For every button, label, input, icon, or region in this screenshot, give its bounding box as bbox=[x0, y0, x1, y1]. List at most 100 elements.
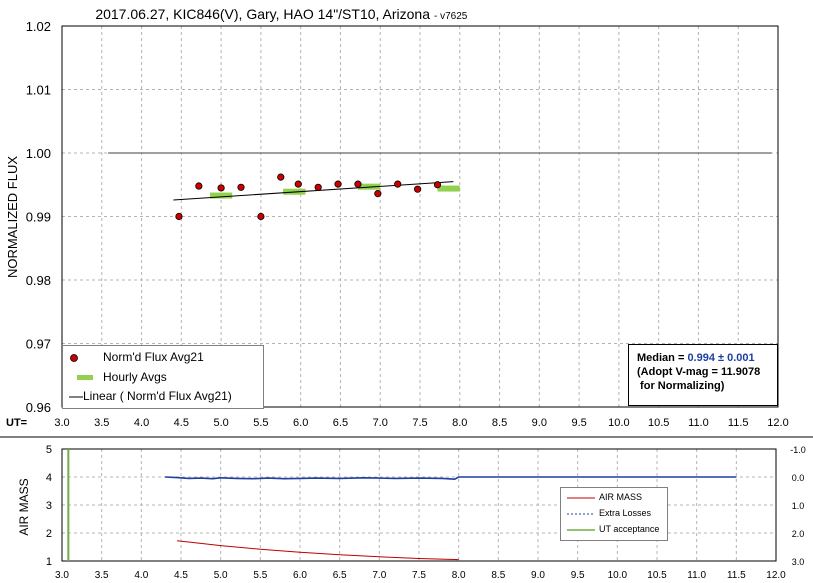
linear-trend-line bbox=[173, 181, 454, 201]
x-tick-label: 5.5 bbox=[253, 417, 268, 429]
y-tick-label: 0.96 bbox=[26, 400, 51, 415]
bottom-x-tick-label: 6.0 bbox=[293, 570, 307, 581]
legend-swatch-airmass bbox=[567, 497, 595, 499]
median-value: 0.994 ± 0.001 bbox=[687, 352, 755, 364]
bottom-y-axis-label: AIR MASS bbox=[17, 478, 31, 535]
legend-label-linear: Linear ( Norm'd Flux Avg21) bbox=[83, 389, 232, 403]
x-tick-label: 3.0 bbox=[54, 417, 69, 429]
x-tick-label: 4.5 bbox=[174, 417, 189, 429]
top-y-axis-label: NORMALIZED FLUX bbox=[5, 156, 20, 278]
bottom-x-tick-label: 5.5 bbox=[253, 570, 267, 581]
top-axis-ticks: 3.0 3.5 4.0 4.5 5.0 5.5 6.0 6.5 7.0 7.5 8.0 8.5 9.0 9… bbox=[26, 19, 789, 429]
bottom-x-tick-label: 10.0 bbox=[608, 570, 628, 581]
flux-point bbox=[175, 212, 183, 221]
flux-point bbox=[294, 180, 302, 188]
median-label: Median = bbox=[637, 352, 688, 364]
legend-swatch-ut-acceptance bbox=[567, 528, 595, 531]
x-tick-label: 9.5 bbox=[571, 417, 586, 429]
x-tick-label: 5.0 bbox=[213, 417, 228, 429]
bottom-y-tick-label: 3 bbox=[46, 500, 52, 512]
bottom-axis-ticks: 3.0 3.5 4.0 4.5 5.0 5.5 6.0 6.5 7.0 7.5 8.0 8.5 9.0 9… bbox=[46, 444, 806, 581]
legend-label-airmass: AIR MASS bbox=[599, 492, 643, 502]
x-tick-label: 6.0 bbox=[293, 417, 308, 429]
top-chart-frame bbox=[61, 25, 779, 408]
bottom-plot-border bbox=[61, 448, 777, 562]
legend-item-linear: Linear ( Norm'd Flux Avg21) bbox=[63, 389, 232, 404]
y-tick-label: 1.02 bbox=[26, 19, 51, 34]
bottom-x-tick-label: 11.0 bbox=[687, 570, 706, 581]
chart-title-suffix: - v7625 bbox=[434, 11, 468, 22]
bottom-x-tick-label: 7.0 bbox=[372, 570, 386, 581]
legend-item-extra-losses: Extra Losses bbox=[561, 508, 651, 519]
hourly-avg-bar bbox=[209, 192, 233, 199]
bottom-y2-tick-label: 2.0 bbox=[792, 529, 805, 539]
x-tick-label: 8.5 bbox=[492, 417, 507, 429]
legend-swatch-extra-losses bbox=[567, 513, 595, 515]
legend-swatch-flux bbox=[70, 353, 78, 362]
adopt-vmag-line: (Adopt V-mag = 11.9078 bbox=[637, 366, 761, 378]
bottom-x-tick-label: 8.0 bbox=[452, 570, 466, 581]
bottom-y2-tick-label: 0.0 bbox=[792, 473, 805, 483]
bottom-y2-tick-label: 1.0 bbox=[792, 501, 805, 511]
bottom-x-tick-label: 8.5 bbox=[491, 570, 505, 581]
bottom-chart-marks bbox=[67, 449, 737, 561]
bottom-y2-tick-label: 3.0 bbox=[792, 557, 805, 567]
bottom-chart-grid bbox=[62, 449, 776, 561]
x-tick-label: 7.0 bbox=[373, 417, 388, 429]
flux-point bbox=[334, 180, 342, 188]
x-tick-label: 10.0 bbox=[608, 417, 629, 429]
flux-point bbox=[374, 190, 382, 198]
legend-item-flux: Norm'd Flux Avg21 bbox=[63, 350, 204, 365]
flux-point bbox=[414, 185, 422, 193]
x-tick-label: 9.0 bbox=[532, 417, 547, 429]
flux-point bbox=[433, 181, 442, 189]
legend-label-extra-losses: Extra Losses bbox=[599, 508, 652, 518]
median-annotation: Median = 0.994 ± 0.001 (Adopt V-mag = 11… bbox=[628, 344, 778, 406]
bottom-chart-frame bbox=[61, 448, 777, 562]
flux-point bbox=[354, 180, 362, 188]
x-tick-label: 10.5 bbox=[648, 417, 669, 429]
bottom-y-tick-label: 2 bbox=[46, 528, 52, 540]
normalizing-line: for Normalizing) bbox=[637, 380, 725, 392]
bottom-x-tick-label: 9.5 bbox=[571, 570, 585, 581]
bottom-x-tick-label: 11.5 bbox=[727, 570, 746, 581]
bottom-x-tick-label: 9.0 bbox=[531, 570, 545, 581]
ut-axis-prefix: UT= bbox=[6, 417, 27, 429]
bottom-x-tick-label: 7.5 bbox=[412, 570, 426, 581]
y-tick-label: 1.00 bbox=[26, 146, 51, 161]
bottom-y-tick-label: 5 bbox=[46, 444, 52, 456]
legend-swatch-linear bbox=[69, 396, 83, 398]
bottom-y2-tick-label: -1.0 bbox=[790, 445, 806, 455]
median-line: Median = 0.994 ± 0.001 bbox=[637, 351, 777, 365]
bottom-x-tick-label: 4.5 bbox=[174, 570, 188, 581]
extra-losses-line bbox=[165, 476, 737, 481]
bottom-x-tick-label: 12.0 bbox=[766, 570, 786, 581]
bottom-x-tick-label: 6.5 bbox=[333, 570, 347, 581]
legend-swatch-hourly bbox=[77, 374, 93, 380]
legend-item-airmass: AIR MASS bbox=[561, 492, 642, 503]
flux-point bbox=[195, 182, 203, 190]
top-legend: Norm'd Flux Avg21 Hourly Avgs Linear ( N… bbox=[62, 345, 264, 409]
bottom-x-tick-label: 3.5 bbox=[95, 570, 109, 581]
air-mass-line bbox=[176, 540, 459, 561]
bottom-x-tick-label: 4.0 bbox=[134, 570, 148, 581]
legend-label-ut-acceptance: UT acceptance bbox=[599, 524, 660, 534]
chart-title: 2017.06.27, KIC846(V), Gary, HAO 14"/ST1… bbox=[95, 6, 430, 22]
y-tick-label: 0.99 bbox=[26, 210, 51, 225]
flux-point bbox=[217, 184, 225, 192]
bottom-x-tick-label: 10.5 bbox=[647, 570, 667, 581]
flux-point bbox=[257, 212, 265, 221]
x-tick-label: 11.0 bbox=[688, 417, 709, 429]
bottom-x-tick-label: 3.0 bbox=[55, 570, 69, 581]
legend-label-hourly: Hourly Avgs bbox=[103, 370, 167, 384]
legend-label-flux: Norm'd Flux Avg21 bbox=[103, 350, 204, 364]
bottom-y-tick-label: 1 bbox=[46, 556, 52, 568]
x-tick-label: 12.0 bbox=[767, 417, 788, 429]
x-tick-label: 6.5 bbox=[333, 417, 348, 429]
legend-item-ut-acceptance: UT acceptance bbox=[561, 524, 659, 535]
flux-point bbox=[394, 180, 402, 188]
top-plot-border bbox=[61, 25, 779, 408]
hourly-avg-bar bbox=[437, 185, 460, 192]
y-tick-label: 0.97 bbox=[26, 337, 51, 352]
